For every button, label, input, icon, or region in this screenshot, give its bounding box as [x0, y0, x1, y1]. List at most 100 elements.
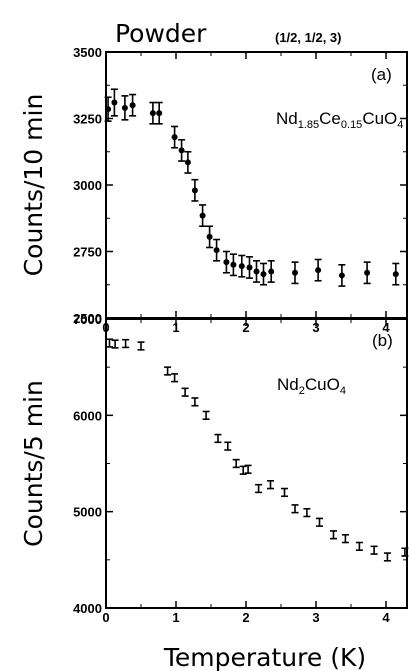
data-point: [129, 93, 137, 117]
data-point: [171, 125, 179, 149]
data-point: [191, 397, 199, 407]
point-marker: [206, 233, 213, 240]
compound-formula: Nd2CuO4: [277, 375, 346, 397]
data-point: [291, 261, 299, 285]
data-point: [246, 256, 253, 279]
data-point: [122, 338, 130, 349]
y-tick-label: 2500: [73, 311, 102, 326]
data-point: [267, 260, 275, 283]
data-point: [171, 373, 179, 383]
data-point: [155, 101, 163, 125]
data-point: [238, 254, 246, 278]
data-point: [370, 545, 378, 555]
reflection-label: (1/2, 1/2, 3): [275, 30, 341, 45]
point-marker: [392, 271, 399, 278]
data-point: [191, 178, 199, 202]
data-point: [214, 433, 222, 444]
data-point: [392, 262, 400, 286]
x-tick-label: 1: [172, 610, 179, 625]
point-marker: [199, 212, 206, 219]
formula-subscript: 4: [340, 385, 346, 397]
data-point: [229, 253, 237, 277]
data-point: [341, 533, 349, 544]
data-point: [291, 504, 299, 514]
data-point: [164, 366, 172, 376]
plot-frame: [105, 318, 408, 609]
data-point: [260, 262, 267, 286]
data-point: [137, 341, 145, 351]
data-point: [121, 95, 129, 121]
point-marker: [364, 269, 371, 276]
data-point: [401, 547, 409, 557]
point-marker: [230, 261, 237, 268]
y-tick-label: 3500: [73, 45, 102, 60]
data-point: [244, 464, 252, 474]
data-point: [106, 338, 113, 348]
compound-formula: Nd1.85Ce0.15CuO4: [276, 109, 403, 131]
data-point: [255, 483, 263, 494]
y-tick-label: 3000: [73, 178, 102, 193]
figure-title: Powder: [115, 19, 207, 48]
data-point: [199, 204, 207, 228]
data-point: [383, 552, 391, 562]
y-tick-label: 5000: [73, 505, 102, 520]
formula-element: Nd: [276, 109, 298, 128]
point-marker: [156, 110, 163, 117]
point-marker: [184, 159, 191, 166]
formula-subscript: 1.85: [298, 119, 319, 131]
formula-element: Nd: [277, 375, 299, 394]
data-point: [110, 88, 118, 117]
data-point: [338, 263, 346, 287]
x-tick-label: 2: [242, 610, 249, 625]
y-tick-label: 4000: [73, 601, 102, 616]
point-marker: [238, 263, 245, 270]
data-point: [181, 387, 189, 397]
point-marker: [268, 268, 275, 275]
point-marker: [260, 271, 267, 278]
formula-subscript: 2: [299, 385, 305, 397]
panel-label: (a): [371, 65, 392, 84]
data-point: [253, 260, 260, 283]
point-marker: [213, 247, 220, 254]
formula-subscript: 0.15: [341, 119, 362, 131]
formula-element: CuO: [305, 375, 340, 394]
data-point: [178, 138, 186, 162]
data-point: [330, 530, 337, 540]
point-marker: [315, 267, 322, 274]
formula-element: CuO: [362, 109, 397, 128]
point-marker: [105, 106, 112, 113]
x-tick-label: 2: [242, 320, 249, 335]
data-point: [363, 261, 371, 285]
data-point: [104, 96, 112, 122]
y-tick-label: 7000: [73, 312, 102, 327]
point-marker: [292, 269, 298, 276]
formula-subscript: 4: [397, 119, 403, 131]
data-point: [184, 150, 192, 174]
x-axis-label: Temperature (K): [163, 643, 366, 671]
data-point: [149, 101, 157, 125]
point-marker: [223, 259, 230, 266]
data-point: [222, 250, 230, 274]
data-point: [267, 480, 274, 490]
data-point: [232, 458, 240, 469]
point-marker: [246, 264, 253, 271]
y-tick-label: 3250: [73, 112, 102, 127]
point-marker: [253, 268, 260, 275]
data-point: [281, 487, 288, 498]
data-point: [314, 258, 322, 282]
data-point: [202, 410, 210, 420]
panel-label: (b): [372, 331, 393, 350]
y-tick-label: 6000: [73, 408, 102, 423]
point-marker: [129, 102, 136, 109]
data-point: [213, 238, 221, 262]
x-tick-label: 3: [312, 320, 319, 335]
x-tick-label: 0: [102, 610, 109, 625]
x-tick-label: 1: [172, 320, 179, 335]
data-point: [111, 339, 119, 349]
point-marker: [171, 134, 178, 141]
point-marker: [121, 104, 128, 111]
formula-element: Ce: [319, 109, 341, 128]
